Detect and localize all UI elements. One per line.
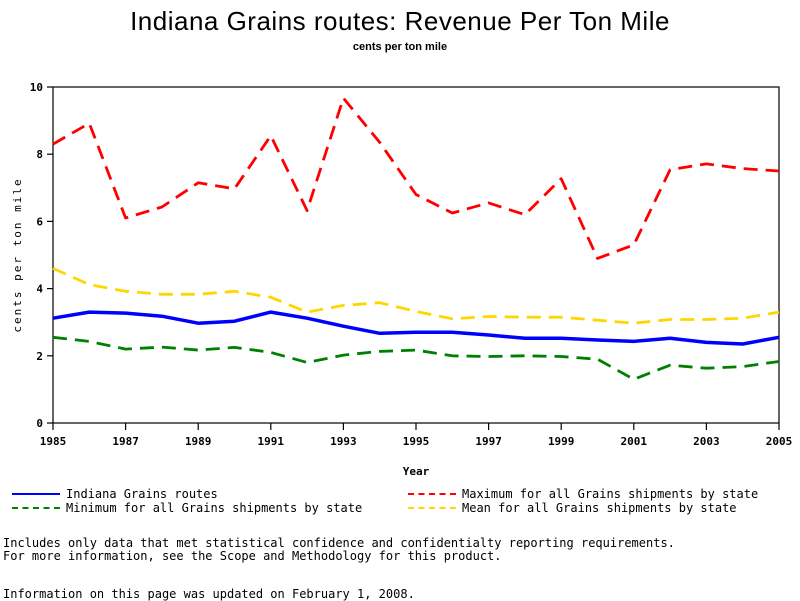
legend-swatch-mean — [408, 507, 456, 509]
legend-swatch-maximum — [408, 493, 456, 495]
y-tick-label: 2 — [36, 350, 43, 363]
legend-label: Minimum for all Grains shipments by stat… — [66, 501, 362, 515]
y-tick-label: 0 — [36, 417, 43, 430]
x-tick-label: 2003 — [693, 435, 720, 448]
series-line-indiana-grains-routes — [53, 312, 779, 344]
x-tick-label: 1991 — [258, 435, 285, 448]
x-tick-label: 1995 — [403, 435, 430, 448]
y-tick-label: 4 — [36, 283, 43, 296]
series-line-maximum-for-all-grains-shipments-by-state — [53, 98, 779, 258]
footnote-updated: Information on this page was updated on … — [3, 587, 415, 601]
x-tick-label: 1999 — [548, 435, 575, 448]
x-axis-title: Year — [403, 465, 430, 478]
legend-label: Maximum for all Grains shipments by stat… — [462, 487, 758, 501]
legend-item-mean: Mean for all Grains shipments by state — [408, 501, 737, 515]
x-tick-label: 1985 — [40, 435, 67, 448]
legend-label: Indiana Grains routes — [66, 487, 218, 501]
y-tick-label: 10 — [30, 81, 43, 94]
legend-item-minimum: Minimum for all Grains shipments by stat… — [12, 501, 362, 515]
footnote-methodology: For more information, see the Scope and … — [3, 549, 502, 563]
x-tick-label: 1997 — [475, 435, 502, 448]
legend-label: Mean for all Grains shipments by state — [462, 501, 737, 515]
y-tick-label: 8 — [36, 148, 43, 161]
x-tick-label: 2005 — [766, 435, 793, 448]
legend-swatch-indiana — [12, 493, 60, 495]
series-line-minimum-for-all-grains-shipments-by-state — [53, 337, 779, 379]
x-tick-label: 1989 — [185, 435, 212, 448]
plot-frame — [53, 87, 779, 423]
axes: 0 2 4 6 8 10 1985 1987 1989 1991 1993 1995 1997 1999 2… — [30, 81, 793, 448]
legend-item-indiana: Indiana Grains routes — [12, 487, 218, 501]
y-axis-title: cents per ton mile — [11, 177, 24, 332]
legend-swatch-minimum — [12, 507, 60, 509]
line-chart: 0 2 4 6 8 10 1985 1987 1989 1991 1993 1995 1997 1999 2… — [0, 0, 800, 480]
legend-item-maximum: Maximum for all Grains shipments by stat… — [408, 487, 758, 501]
x-tick-label: 1987 — [112, 435, 139, 448]
x-tick-label: 2001 — [621, 435, 648, 448]
x-tick-label: 1993 — [330, 435, 357, 448]
series-layer — [53, 98, 779, 379]
footnote-confidence: Includes only data that met statistical … — [3, 536, 675, 550]
y-tick-label: 6 — [36, 215, 43, 228]
